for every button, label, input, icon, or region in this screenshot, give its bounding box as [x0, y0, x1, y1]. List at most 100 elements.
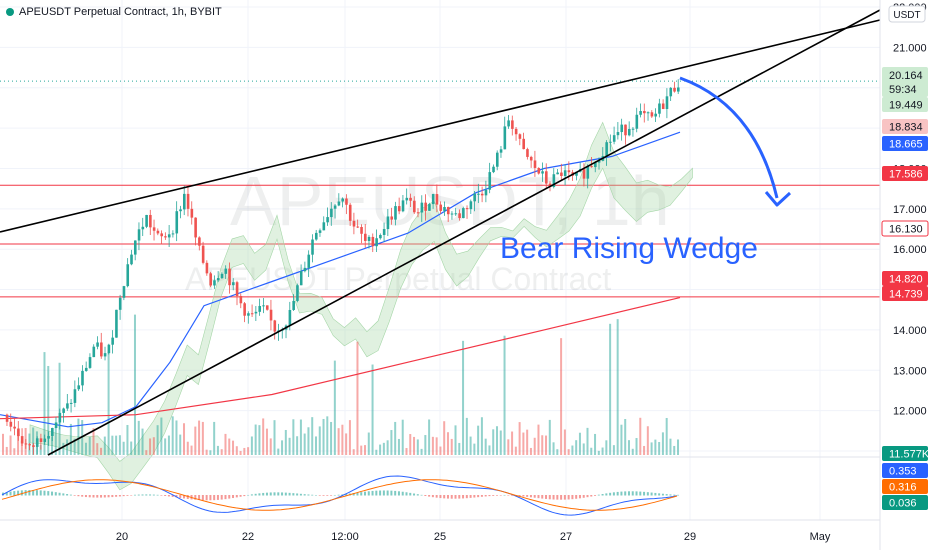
- candle-body[interactable]: [405, 197, 409, 201]
- candle-body[interactable]: [307, 254, 311, 268]
- candle-body[interactable]: [677, 87, 680, 92]
- candle-body[interactable]: [650, 112, 654, 117]
- candle-body[interactable]: [454, 213, 458, 215]
- time-tick-label[interactable]: 22: [242, 531, 254, 543]
- candle-body[interactable]: [511, 120, 514, 129]
- candle-body[interactable]: [563, 170, 567, 176]
- candle-body[interactable]: [597, 160, 601, 163]
- candle-body[interactable]: [439, 204, 443, 211]
- candle-body[interactable]: [360, 227, 363, 234]
- candle-body[interactable]: [356, 226, 360, 228]
- candle-body[interactable]: [254, 311, 258, 314]
- candle-body[interactable]: [167, 234, 171, 238]
- price-tick-label[interactable]: 21.000: [893, 42, 927, 54]
- candle-body[interactable]: [462, 208, 465, 219]
- candle-body[interactable]: [420, 202, 424, 213]
- candle-body[interactable]: [654, 113, 657, 117]
- candle-body[interactable]: [345, 198, 348, 205]
- candle-body[interactable]: [416, 212, 420, 214]
- price-tick-label[interactable]: 13.000: [893, 365, 927, 377]
- candle-body[interactable]: [296, 285, 299, 301]
- candle-body[interactable]: [348, 204, 352, 221]
- candle-body[interactable]: [171, 233, 175, 235]
- candle-body[interactable]: [314, 232, 318, 240]
- candle-body[interactable]: [66, 403, 69, 409]
- candle-body[interactable]: [529, 156, 533, 161]
- candle-body[interactable]: [318, 230, 322, 233]
- candle-body[interactable]: [62, 408, 65, 413]
- candle-body[interactable]: [88, 357, 92, 368]
- candle-body[interactable]: [352, 220, 356, 227]
- candle-body[interactable]: [605, 142, 608, 157]
- candle-body[interactable]: [364, 233, 367, 241]
- candle-body[interactable]: [488, 172, 492, 190]
- price-tick-label[interactable]: 17.000: [893, 204, 927, 216]
- candle-body[interactable]: [28, 444, 31, 446]
- candle-body[interactable]: [32, 445, 35, 447]
- candle-body[interactable]: [247, 313, 250, 316]
- candle-body[interactable]: [35, 438, 39, 447]
- candle-body[interactable]: [477, 193, 480, 195]
- candle-body[interactable]: [492, 166, 495, 173]
- candle-body[interactable]: [552, 174, 556, 187]
- candle-body[interactable]: [175, 211, 179, 234]
- candle-body[interactable]: [567, 170, 571, 173]
- candle-body[interactable]: [190, 208, 194, 218]
- candle-body[interactable]: [322, 222, 326, 231]
- time-axis[interactable]: 20 22 12:00 25 27 29 May: [116, 531, 831, 543]
- candle-body[interactable]: [69, 402, 73, 404]
- candle-body[interactable]: [5, 414, 9, 422]
- candle-body[interactable]: [612, 135, 616, 142]
- candle-body[interactable]: [84, 367, 88, 371]
- candle-body[interactable]: [250, 313, 254, 315]
- candle-body[interactable]: [288, 309, 292, 326]
- candle-body[interactable]: [537, 167, 541, 174]
- candle-body[interactable]: [518, 134, 522, 139]
- candle-body[interactable]: [186, 193, 190, 209]
- candle-body[interactable]: [13, 426, 16, 429]
- candle-body[interactable]: [179, 209, 182, 212]
- candle-body[interactable]: [273, 320, 277, 332]
- candle-body[interactable]: [262, 305, 265, 307]
- candle-body[interactable]: [646, 112, 650, 114]
- candle-body[interactable]: [209, 273, 213, 286]
- candle-body[interactable]: [526, 149, 529, 157]
- candle-body[interactable]: [183, 193, 186, 210]
- candle-body[interactable]: [133, 240, 137, 255]
- candle-body[interactable]: [658, 103, 661, 114]
- time-tick-label[interactable]: 27: [560, 531, 572, 543]
- candle-body[interactable]: [673, 87, 676, 92]
- candle-body[interactable]: [507, 120, 510, 127]
- candle-body[interactable]: [39, 438, 43, 442]
- candle-body[interactable]: [390, 216, 394, 220]
- candle-body[interactable]: [627, 128, 631, 136]
- candle-body[interactable]: [450, 213, 454, 215]
- candle-body[interactable]: [545, 171, 548, 184]
- candle-body[interactable]: [661, 103, 665, 110]
- candle-body[interactable]: [330, 208, 333, 218]
- candle-body[interactable]: [152, 227, 156, 231]
- candle-body[interactable]: [401, 200, 405, 212]
- candle-body[interactable]: [235, 282, 239, 296]
- candle-body[interactable]: [620, 124, 624, 133]
- candle-body[interactable]: [216, 278, 220, 281]
- candle-body[interactable]: [333, 205, 337, 209]
- candle-body[interactable]: [337, 201, 341, 206]
- candle-body[interactable]: [582, 169, 586, 179]
- candle-body[interactable]: [424, 202, 427, 211]
- candle-body[interactable]: [431, 194, 435, 205]
- candle-body[interactable]: [103, 353, 107, 357]
- candle-body[interactable]: [269, 309, 273, 321]
- candle-body[interactable]: [54, 422, 58, 428]
- candle-body[interactable]: [382, 229, 386, 235]
- candle-body[interactable]: [341, 198, 344, 202]
- candle-body[interactable]: [137, 229, 141, 241]
- candle-body[interactable]: [443, 207, 446, 211]
- candle-body[interactable]: [224, 268, 228, 274]
- candle-body[interactable]: [149, 214, 152, 228]
- candle-body[interactable]: [522, 138, 525, 150]
- candle-body[interactable]: [51, 427, 54, 437]
- candle-body[interactable]: [458, 213, 461, 219]
- candle-body[interactable]: [371, 236, 375, 247]
- candle-body[interactable]: [548, 183, 552, 187]
